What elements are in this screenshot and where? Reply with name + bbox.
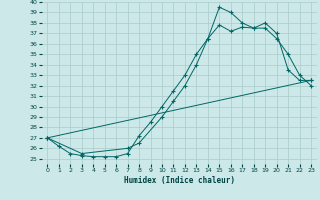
X-axis label: Humidex (Indice chaleur): Humidex (Indice chaleur) [124,176,235,185]
